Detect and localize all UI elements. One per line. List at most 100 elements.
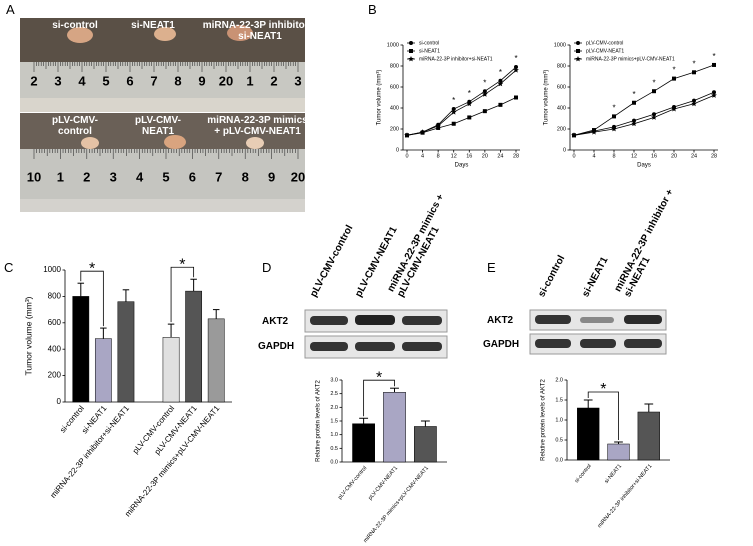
ruler-number: 5: [102, 73, 109, 88]
ruler-number: 2: [30, 73, 37, 88]
tumor: [154, 27, 176, 41]
marker: [497, 80, 504, 87]
tumor: [227, 25, 253, 41]
y-tick-label: 400: [557, 105, 566, 111]
band: [310, 316, 348, 325]
band: [535, 339, 571, 348]
marker: [631, 120, 637, 127]
significance: *: [632, 90, 635, 99]
legend-marker: [575, 56, 581, 62]
marker: [612, 114, 616, 119]
legend-label: pLV-CMV-control: [586, 40, 623, 46]
y-tick-label: 0.0: [330, 459, 338, 465]
marker: [652, 112, 656, 117]
ruler-number: 20: [291, 169, 305, 184]
row-label: AKT2: [262, 316, 289, 327]
band: [355, 342, 395, 351]
x-tick-label: si-NEAT1: [604, 463, 623, 485]
x-tick-label: miRNA-22-3P mimics+pLV-CMV-NEAT1: [123, 403, 222, 518]
x-tick-label: 20: [482, 153, 488, 159]
x-tick-label: 0: [405, 153, 408, 159]
marker: [712, 90, 716, 95]
y-tick-label: 400: [48, 344, 62, 353]
y-axis-label: Tumor volume (mm³): [544, 70, 550, 126]
y-tick-label: 800: [48, 292, 62, 301]
x-tick-label: 28: [513, 153, 519, 159]
y-tick-label: 1.0: [555, 417, 563, 423]
group-label: miRNA-22-3P mimics + pLV-CMV-NEAT1: [207, 115, 308, 137]
marker: [651, 114, 657, 120]
significance: *: [600, 381, 606, 398]
x-tick-label: 28: [711, 153, 717, 159]
band: [355, 315, 395, 325]
ruler-number: 3: [54, 73, 61, 88]
ruler-number: 2: [83, 169, 90, 184]
x-tick-label: 16: [466, 153, 472, 159]
legend-label: si-NEAT1: [419, 48, 440, 54]
ruler-number: 3: [294, 73, 301, 88]
x-tick-label: miRNA-22-3P inhibitor+si-NEAT1: [597, 463, 654, 529]
ruler-number: 8: [242, 169, 249, 184]
marker: [467, 115, 472, 120]
marker: [571, 132, 577, 138]
bar: [94, 338, 112, 403]
x-axis-label: Days: [455, 163, 469, 169]
marker: [482, 91, 488, 97]
ruler-number: 4: [78, 73, 86, 88]
x-tick-label: pLV-CMV-control: [337, 465, 368, 500]
y-tick-label: 600: [48, 318, 62, 327]
band: [624, 339, 662, 348]
x-tick-label: 24: [691, 153, 697, 159]
panel-label: B: [368, 2, 377, 17]
marker: [671, 106, 677, 112]
bar: [117, 301, 135, 403]
marker: [632, 100, 636, 105]
marker: [513, 67, 519, 73]
band: [310, 342, 348, 351]
ruler-number: 8: [174, 73, 181, 88]
significance-bracket: [80, 270, 104, 327]
series-line: [573, 91, 715, 136]
y-tick-label: 1000: [43, 265, 61, 274]
bar: [162, 337, 180, 403]
bar: [414, 426, 437, 463]
panel-label: D: [262, 260, 272, 275]
ruler-number: 2: [270, 73, 277, 88]
significance-bracket: [363, 379, 395, 417]
series-line: [406, 97, 517, 136]
panel-label: A: [6, 2, 15, 17]
group-label: miRNA-22-3P inhibitor + si-NEAT1: [202, 20, 318, 42]
significance: *: [514, 54, 517, 63]
ruler-number: 7: [215, 169, 222, 184]
y-tick-label: 0: [563, 147, 566, 153]
tumor: [67, 27, 93, 43]
y-tick-label: 200: [48, 371, 62, 380]
y-tick-label: 0.0: [555, 457, 563, 463]
marker: [498, 78, 503, 83]
ruler-top: [20, 62, 305, 98]
x-tick-label: pLV-CMV-NEAT1: [368, 465, 400, 501]
significance: *: [452, 96, 455, 105]
y-tick-label: 0: [396, 147, 399, 153]
y-tick-label: 1000: [554, 42, 566, 48]
ruler-number: 6: [126, 73, 133, 88]
marker: [692, 98, 696, 103]
bar: [72, 296, 90, 403]
y-tick-label: 1.0: [330, 432, 338, 438]
panel-label: C: [4, 260, 14, 275]
bar: [383, 392, 406, 463]
marker: [711, 92, 717, 98]
x-tick-label: 8: [437, 153, 440, 159]
marker: [404, 132, 410, 138]
x-tick-label: 4: [421, 153, 424, 159]
series-line: [406, 66, 517, 136]
significance: *: [612, 104, 615, 113]
legend-label: si-control: [419, 40, 439, 46]
bar: [207, 318, 225, 403]
significance-bracket: [170, 266, 195, 323]
y-tick-label: 800: [557, 63, 566, 69]
ruler-number: 3: [110, 169, 117, 184]
significance: *: [468, 89, 471, 98]
marker: [482, 109, 487, 114]
legend-marker: [409, 49, 413, 53]
